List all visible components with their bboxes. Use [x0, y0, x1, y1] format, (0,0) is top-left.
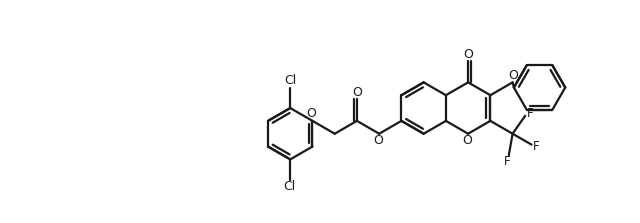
- Text: O: O: [352, 86, 362, 99]
- Text: O: O: [509, 69, 518, 82]
- Text: O: O: [373, 134, 383, 147]
- Text: F: F: [504, 155, 510, 168]
- Text: Cl: Cl: [283, 180, 296, 193]
- Text: O: O: [462, 134, 472, 147]
- Text: F: F: [533, 140, 540, 153]
- Text: O: O: [307, 107, 316, 120]
- Text: Cl: Cl: [284, 74, 296, 87]
- Text: F: F: [527, 107, 533, 120]
- Text: O: O: [463, 48, 473, 61]
